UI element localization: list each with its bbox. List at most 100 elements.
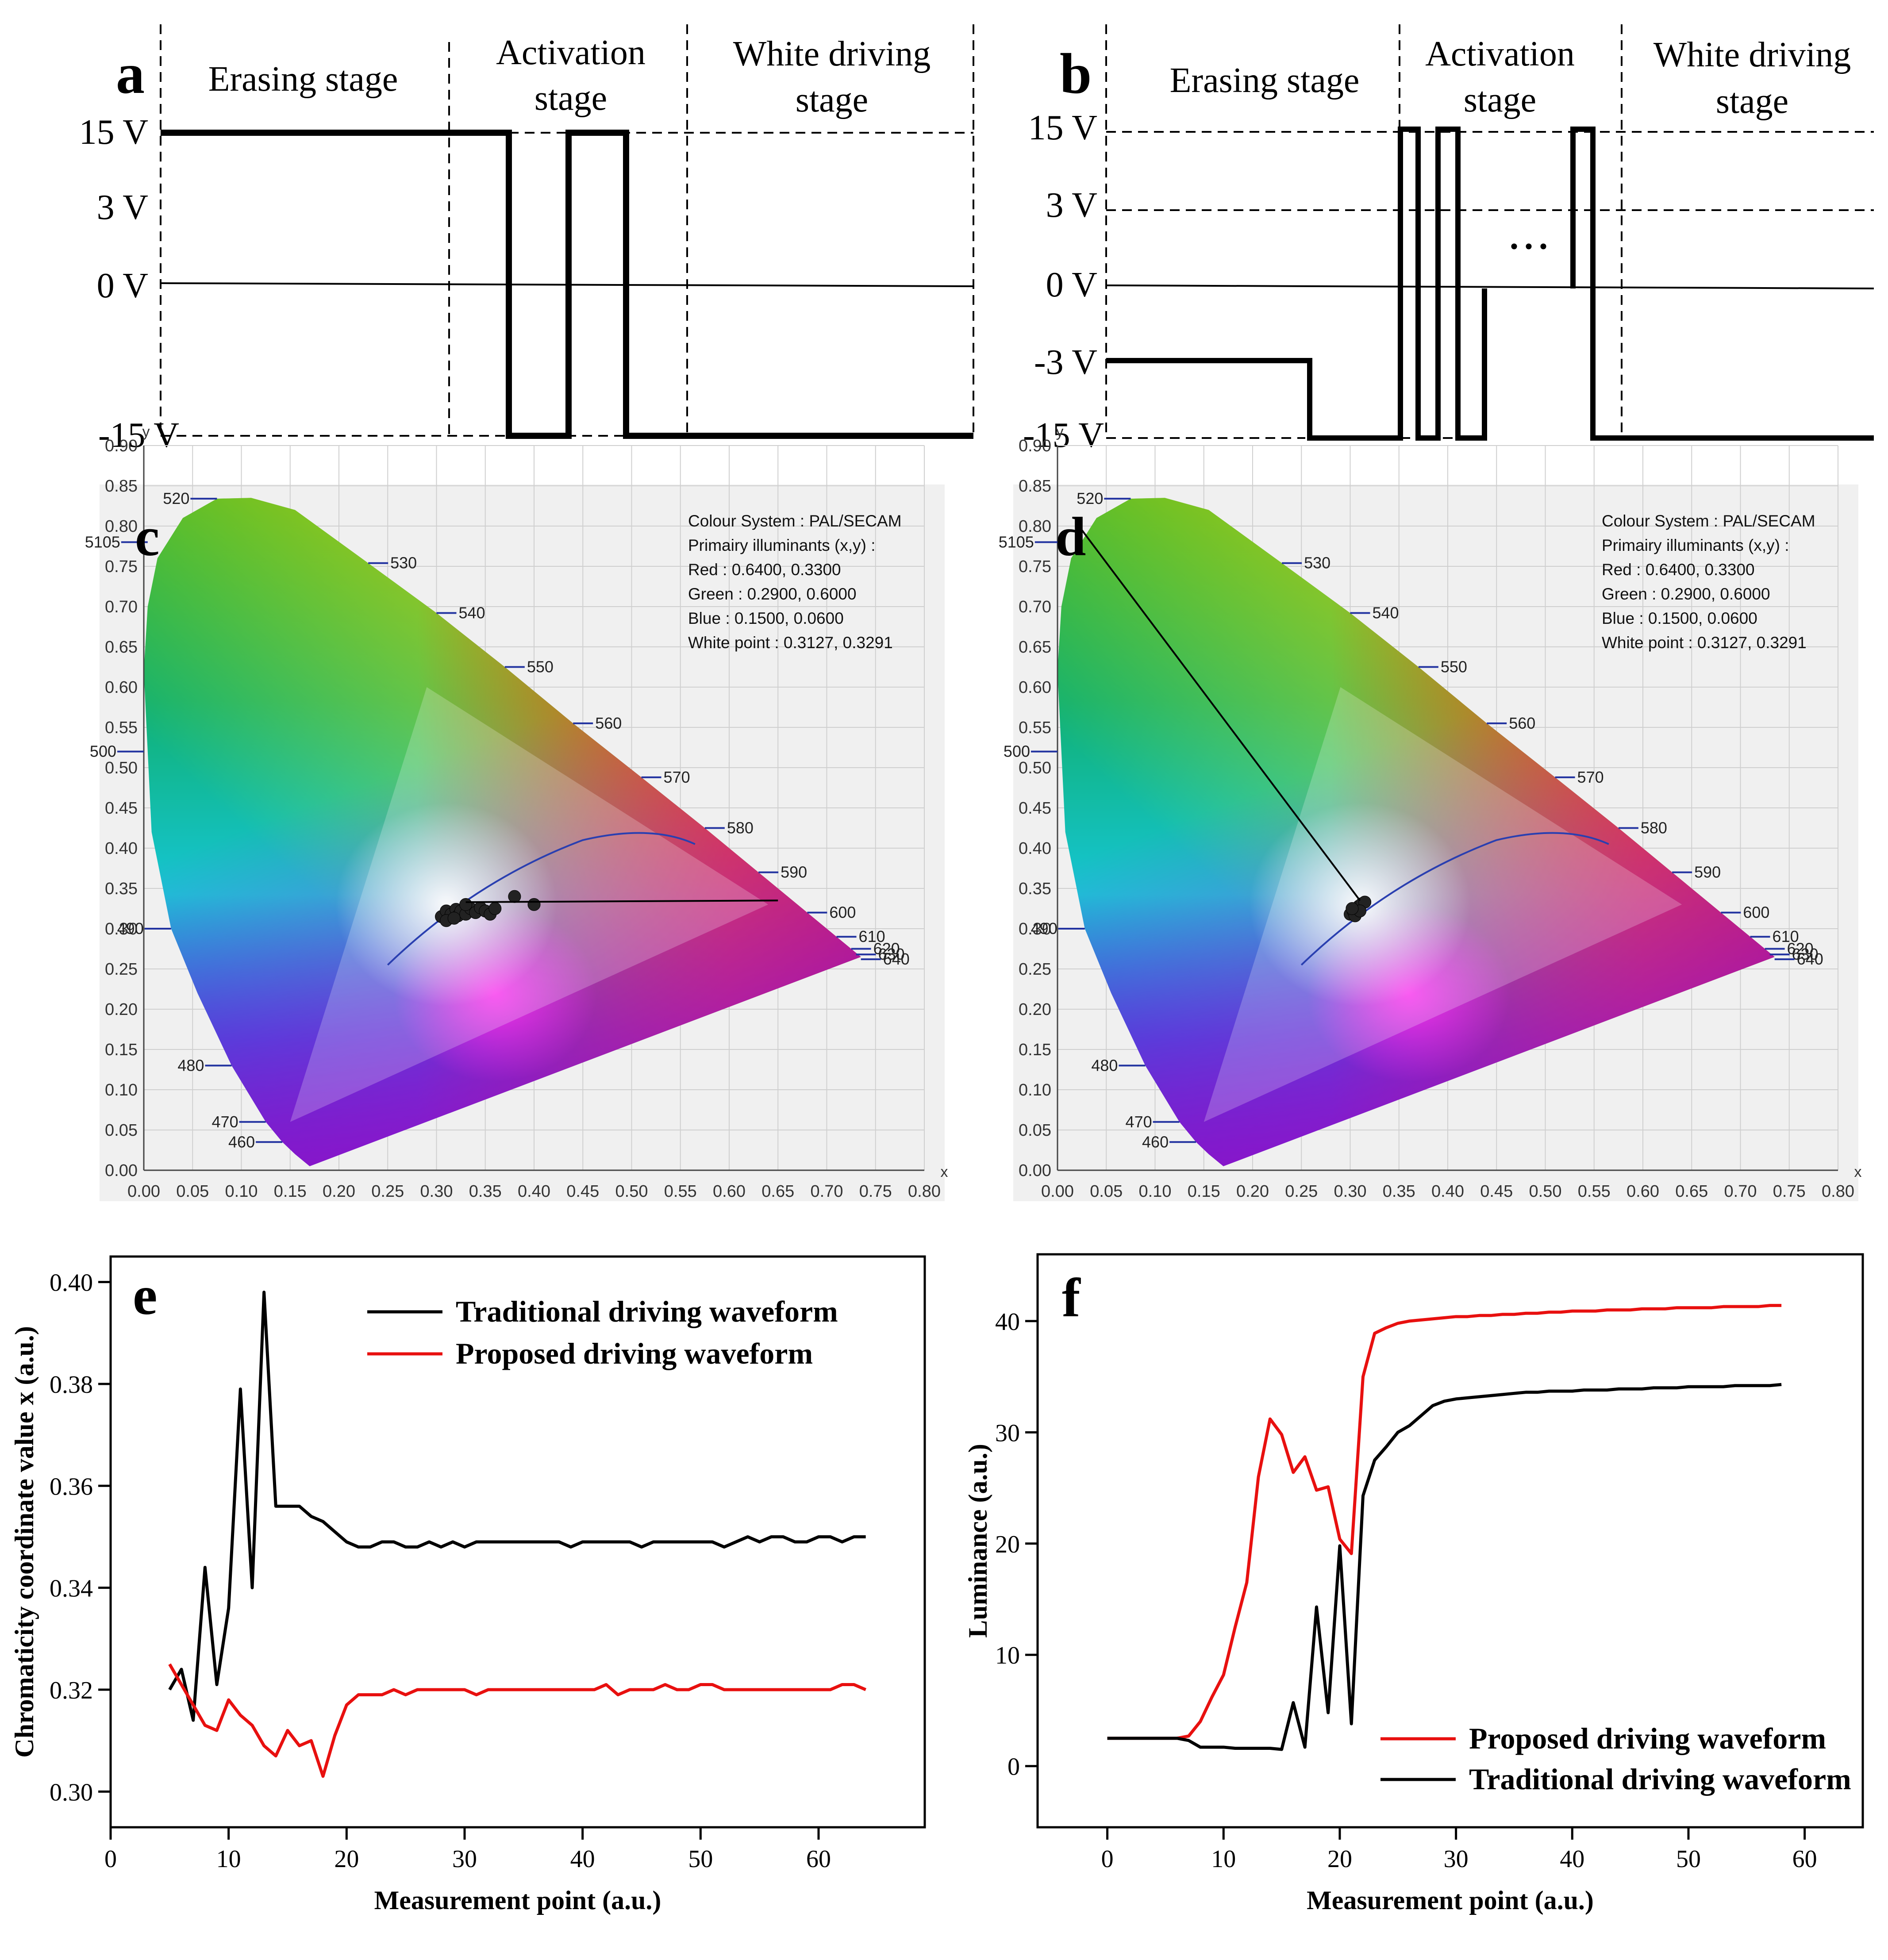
cie-y-tick: 0.10 <box>105 1081 138 1099</box>
cie-wavelength-label: 550 <box>1441 658 1467 676</box>
panel-label-e: e <box>133 1265 157 1326</box>
cie-info-box: Colour System : PAL/SECAM Primairy illumi… <box>688 512 902 652</box>
cie-y-tick: 0.10 <box>1019 1081 1051 1099</box>
cie-wavelength-label: 580 <box>1641 819 1667 837</box>
cie-wavelength-label: 550 <box>527 658 554 676</box>
volt-label-m3-b: -3 V <box>1034 343 1097 382</box>
x-tick-label: 40 <box>1560 1845 1584 1873</box>
stage-label-white-a-line1: White driving <box>733 35 931 73</box>
cie-x-tick: 0.65 <box>1675 1182 1708 1201</box>
stage-dividers-b <box>1105 24 1874 439</box>
cie-x-tick: 0.80 <box>908 1182 941 1201</box>
y-axis-label: Luminance (a.u.) <box>963 1444 992 1637</box>
volt-label-15-a: 15 V <box>79 113 148 152</box>
waveform-trace-a <box>161 130 973 439</box>
cie-wavelength-label: 590 <box>1694 863 1721 881</box>
cie-wavelength-label: 470 <box>1126 1113 1152 1131</box>
cie-y-tick: 0.20 <box>105 1000 138 1019</box>
cie-x-tick: 0.00 <box>127 1182 160 1201</box>
cie-x-tick: 0.10 <box>225 1182 258 1201</box>
legend-label: Proposed driving waveform <box>1469 1722 1826 1755</box>
series-line <box>168 1291 866 1722</box>
waveform-trace-b-erasing <box>1106 127 1487 441</box>
cie-y-tick: 0.70 <box>105 598 138 616</box>
x-tick-label: 0 <box>1101 1845 1114 1873</box>
x-tick-label: 40 <box>570 1845 595 1873</box>
y-tick-label: 0.32 <box>50 1677 93 1704</box>
cie-wavelength-label: 5105 <box>85 533 120 551</box>
y-tick-label: 0.30 <box>50 1779 93 1806</box>
y-tick-label: 0 <box>1007 1753 1020 1781</box>
cie-wavelength-label: 610 <box>859 927 885 945</box>
plot-frame <box>1036 1253 1864 1829</box>
cie-measured-points <box>1344 895 1372 922</box>
cie-y-tick: 0.05 <box>1019 1121 1051 1140</box>
stage-label-erasing-a: Erasing stage <box>208 60 398 99</box>
x-tick-label: 50 <box>688 1845 713 1873</box>
cie-y-tick: 0.90 <box>105 437 138 455</box>
cie-wavelength-label: 580 <box>727 819 754 837</box>
cie-y-tick: 0.25 <box>1019 960 1051 979</box>
cie-y-tick: 0.00 <box>105 1161 138 1180</box>
cie-y-tick: 0.75 <box>1019 557 1051 576</box>
stage-label-white-a-line2: stage <box>796 81 868 119</box>
activation-ellipsis-b: • • • <box>1510 233 1547 260</box>
cie-y-tick: 0.00 <box>1019 1161 1051 1180</box>
cie-info-line: Blue : 0.1500, 0.0600 <box>688 609 844 627</box>
cie-wavelength-label: 540 <box>1373 604 1399 622</box>
cie-y-tick: 0.50 <box>1019 759 1051 777</box>
cie-y-tick: 0.65 <box>105 638 138 657</box>
cie-wavelength-label: 570 <box>1577 768 1604 786</box>
cie-x-tick: 0.05 <box>176 1182 209 1201</box>
cie-info-line: Green : 0.2900, 0.6000 <box>688 585 857 603</box>
cie-x-tick: 0.45 <box>566 1182 599 1201</box>
cie-x-tick: 0.25 <box>371 1182 404 1201</box>
cie-x-tick: 0.30 <box>420 1182 453 1201</box>
cie-x-tick: 0.40 <box>1431 1182 1464 1201</box>
cie-x-tick: 0.30 <box>1334 1182 1367 1201</box>
cie-info-line: Red : 0.6400, 0.3300 <box>688 561 841 579</box>
cie-wavelength-label: 600 <box>829 903 856 922</box>
cie-planckian-locus <box>387 832 696 966</box>
plot-frame <box>109 1255 926 1829</box>
cie-x-axis-label: x <box>1854 1164 1862 1180</box>
cie-wavelength-ticks <box>117 498 881 1143</box>
volt-label-3-b: 3 V <box>1046 186 1097 225</box>
panel-label-a: a <box>116 42 145 106</box>
legend-label: Traditional driving waveform <box>456 1295 838 1328</box>
stage-label-activation-a-line1: Activation <box>496 33 646 72</box>
cie-x-tick: 0.70 <box>1724 1182 1757 1201</box>
cie-x-tick: 0.20 <box>1236 1182 1269 1201</box>
cie-wavelength-label: 570 <box>664 768 690 786</box>
x-tick-label: 30 <box>1444 1845 1469 1873</box>
cie-data-point <box>1346 902 1359 915</box>
cie-trajectory-line <box>465 899 778 903</box>
cie-info-line: Blue : 0.1500, 0.0600 <box>1602 609 1757 627</box>
cie-y-tick: 0.20 <box>1019 1000 1051 1019</box>
cie-x-tick: 0.70 <box>811 1182 843 1201</box>
x-tick-label: 30 <box>452 1845 477 1873</box>
cie-y-axis-label: y <box>142 423 150 440</box>
cie-wavelength-label: 600 <box>1743 903 1769 922</box>
cie-x-tick: 0.60 <box>713 1182 746 1201</box>
cie-y-tick: 0.30 <box>1019 920 1051 938</box>
volt-label-0-b: 0 V <box>1046 265 1097 304</box>
cie-y-tick: 0.15 <box>1019 1041 1051 1059</box>
cie-info-line: Green : 0.2900, 0.6000 <box>1602 585 1770 603</box>
cie-wavelength-label: 630 <box>878 945 905 963</box>
cie-info-line: Colour System : PAL/SECAM <box>1602 512 1815 530</box>
cie-wavelength-label: 490 <box>117 919 144 938</box>
volt-label-15-b: 15 V <box>1028 108 1097 147</box>
stage-label-white-b-line2: stage <box>1716 82 1788 121</box>
cie-planckian-locus <box>1300 832 1609 966</box>
cie-x-tick: 0.60 <box>1627 1182 1659 1201</box>
cie-data-point <box>459 898 473 911</box>
x-tick-label: 20 <box>334 1845 359 1873</box>
y-tick-label: 20 <box>995 1531 1020 1558</box>
cie-fill-white <box>335 803 557 1007</box>
cie-wavelength-label: 620 <box>873 940 900 958</box>
cie-wavelength-label: 460 <box>228 1133 255 1151</box>
cie-wavelength-label: 640 <box>1797 950 1823 968</box>
cie-y-tick: 0.90 <box>1019 437 1051 455</box>
